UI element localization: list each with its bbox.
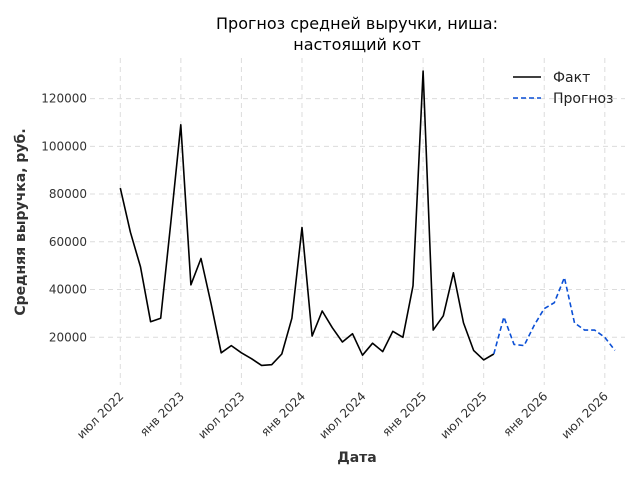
x-tick-label: июл 2025: [438, 389, 490, 441]
chart-title-line-1: Прогноз средней выручки, ниша:: [216, 14, 498, 33]
x-tick-label: июл 2024: [316, 389, 368, 441]
y-tick-label: 100000: [41, 139, 87, 153]
x-tick-labels: июл 2022 янв 2023 июл 2023 янв 2024 июл 2024…: [74, 389, 611, 441]
series-line-forecast: [493, 276, 616, 355]
y-tick-labels: 20000 40000 60000 80000 100000 120000: [41, 92, 87, 345]
x-tick-label: июл 2026: [559, 389, 611, 441]
y-axis-label: Средняя выручка, руб.: [13, 128, 29, 315]
grid: [90, 58, 625, 385]
x-tick-label: янв 2025: [379, 389, 429, 439]
y-tick-label: 40000: [49, 283, 87, 297]
y-tick-label: 80000: [49, 187, 87, 201]
x-axis-label: Дата: [337, 450, 376, 466]
legend-label-forecast: Прогноз: [553, 91, 614, 107]
series-layer: [119, 70, 616, 367]
x-tick-label: янв 2026: [501, 389, 551, 439]
legend: Факт Прогноз: [513, 70, 614, 107]
x-tick-label: июл 2023: [195, 389, 247, 441]
y-tick-label: 20000: [49, 330, 87, 344]
series-line-fact: [119, 70, 495, 367]
y-tick-label: 60000: [49, 235, 87, 249]
chart-title-line-2: настоящий кот: [293, 35, 421, 54]
x-tick-label: янв 2024: [258, 389, 308, 439]
legend-label-fact: Факт: [553, 70, 590, 86]
x-tick-label: июл 2022: [74, 389, 126, 441]
x-tick-label: янв 2023: [137, 389, 187, 439]
y-tick-label: 120000: [41, 92, 87, 106]
